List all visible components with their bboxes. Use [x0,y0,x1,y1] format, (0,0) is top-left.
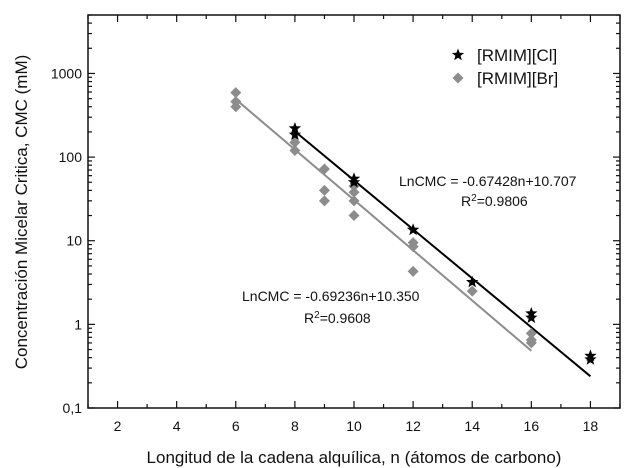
point-br [348,210,360,222]
x-axis-label: Longitud de la cadena alquílica, n (átom… [147,448,562,467]
legend-label-br: [RMIM][Br] [477,69,558,88]
point-br [525,337,537,349]
point-br [466,285,478,297]
point-cl [525,311,538,323]
legend-diamond-icon [452,72,464,84]
legend-marker-cl [451,48,465,61]
point-br [525,327,537,339]
x-tick-label: 8 [291,418,299,434]
legend-star-icon [451,48,465,61]
legend-label-cl: [RMIM][Cl] [477,46,557,65]
r2-br: R2=0.9608 [304,310,371,326]
y-axis-label: Concentración Micelar Critica, CMC (mM) [12,55,31,370]
x-tick-label: 16 [524,418,540,434]
equation-br: LnCMC = -0.69236n+10.350 [242,288,420,304]
axis-tick-labels: 2 4 6 8 10 12 14 16 18 0,1 1 10 100 1000 [51,65,599,434]
y-tick-label: 1 [74,316,82,332]
x-tick-label: 2 [114,418,122,434]
equation-cl: LnCMC = -0.67428n+10.707 [399,173,577,189]
point-br [407,241,419,253]
point-br [407,265,419,277]
point-cl [584,353,597,365]
point-br [318,184,330,196]
y-tick-label: 100 [59,149,83,165]
point-cl [466,275,479,288]
point-cl [406,223,420,236]
point-br [230,101,242,113]
x-tick-label: 14 [464,418,480,434]
point-br [230,87,242,99]
axis-ticks [87,14,621,409]
point-cl [288,128,302,140]
point-br [348,186,360,198]
point-br [289,144,301,156]
point-br [289,136,301,148]
x-tick-label: 6 [232,418,240,434]
point-br [318,195,330,207]
x-tick-label: 18 [583,418,599,434]
fit-lines [235,98,592,378]
y-tick-label: 10 [66,233,82,249]
annotation-br: LnCMC = -0.69236n+10.350 R2=0.9608 [242,288,420,326]
legend-marker-br [452,72,464,84]
point-br [348,195,360,207]
data-points [230,87,597,365]
r2-cl: R2=0.9806 [461,193,528,209]
x-tick-label: 4 [173,418,181,434]
y-tick-label: 1000 [51,65,82,81]
fit-line-br [235,98,532,352]
point-cl [288,122,302,134]
x-tick-label: 10 [346,418,362,434]
y-tick-label: 0,1 [63,400,83,416]
point-br [318,163,330,175]
point-cl [347,175,361,188]
legend: [RMIM][Cl] [RMIM][Br] [451,46,558,88]
x-tick-label: 12 [405,418,421,434]
fit-line-cl [294,130,592,378]
annotation-cl: LnCMC = -0.67428n+10.707 R2=0.9806 [399,173,577,209]
